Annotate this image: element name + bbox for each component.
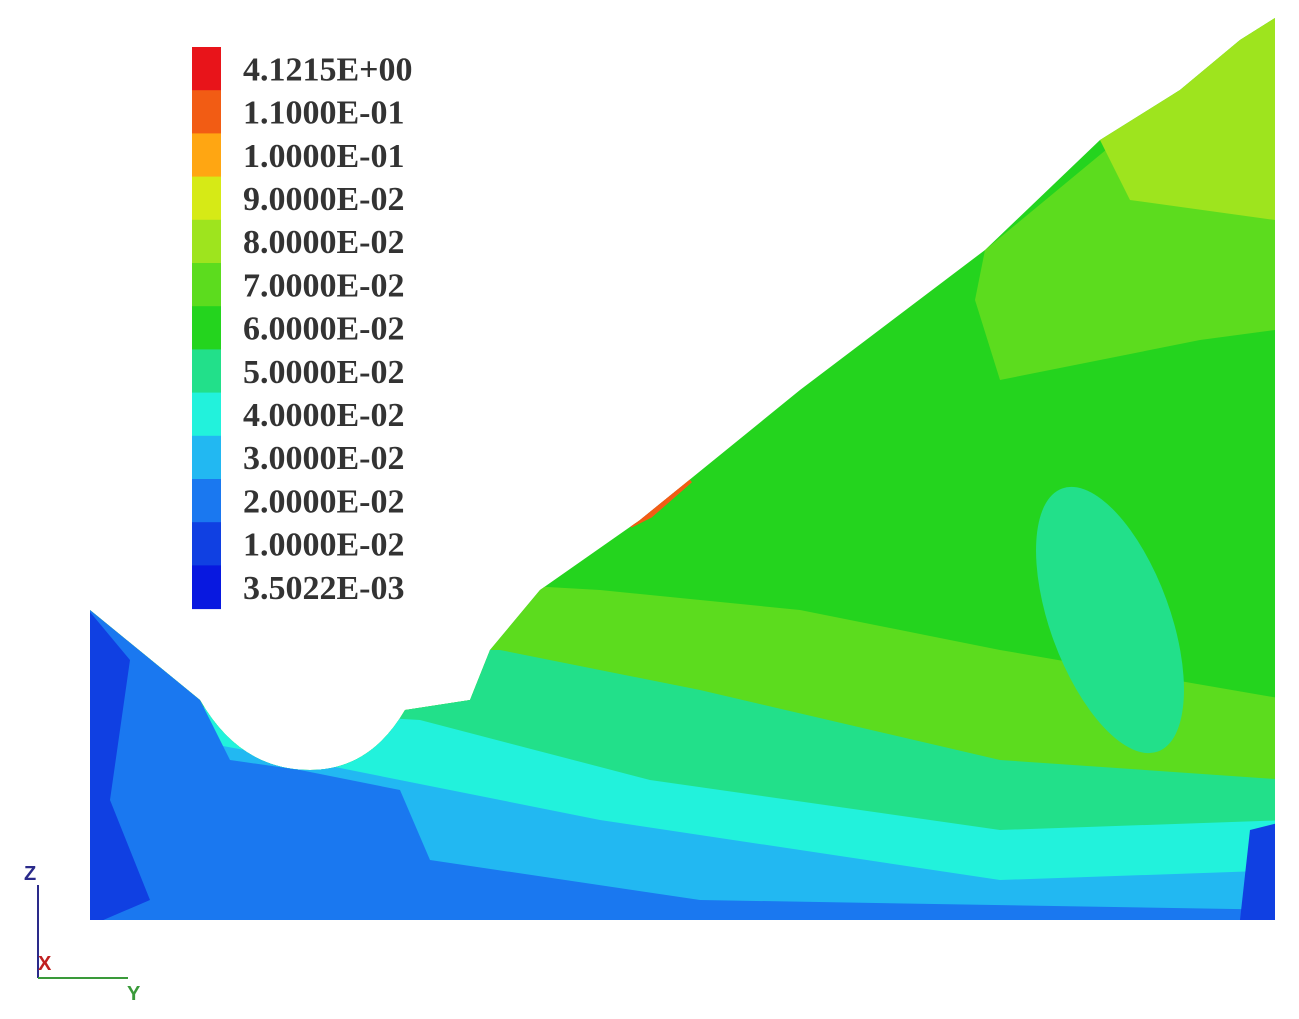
legend-label: 4.0000E-02 [243, 397, 405, 434]
legend-swatch [192, 133, 221, 178]
legend-swatch [192, 392, 221, 437]
legend-label: 7.0000E-02 [243, 267, 405, 304]
legend-swatch [192, 435, 221, 480]
x-label: X [38, 953, 52, 975]
legend-label: 5.0000E-02 [243, 354, 405, 391]
legend-swatch [192, 479, 221, 523]
legend-label: 2.0000E-02 [243, 483, 405, 520]
legend-swatch [192, 176, 221, 221]
legend-label: 1.1000E-01 [243, 95, 405, 132]
legend-swatch [192, 349, 221, 394]
legend-swatch [192, 263, 221, 307]
legend-label: 1.0000E-02 [243, 527, 405, 564]
legend-swatch [192, 565, 221, 610]
legend-swatch [192, 522, 221, 566]
legend-swatch [192, 306, 221, 350]
y-label: Y [127, 983, 141, 1005]
legend-label: 3.5022E-03 [243, 570, 405, 607]
legend-label: 3.0000E-02 [243, 440, 405, 477]
legend-swatch [192, 219, 221, 264]
z-label: Z [24, 863, 36, 885]
legend: 4.1215E+00 1.1000E-01 1.0000E-01 9.0000E-02… [192, 47, 413, 610]
legend-label: 4.1215E+00 [243, 51, 413, 88]
legend-swatch [192, 90, 221, 134]
legend-label: 8.0000E-02 [243, 224, 405, 261]
legend-label: 1.0000E-01 [243, 138, 405, 175]
legend-label: 9.0000E-02 [243, 181, 405, 218]
legend-label: 6.0000E-02 [243, 311, 405, 348]
legend-swatch [192, 47, 221, 91]
